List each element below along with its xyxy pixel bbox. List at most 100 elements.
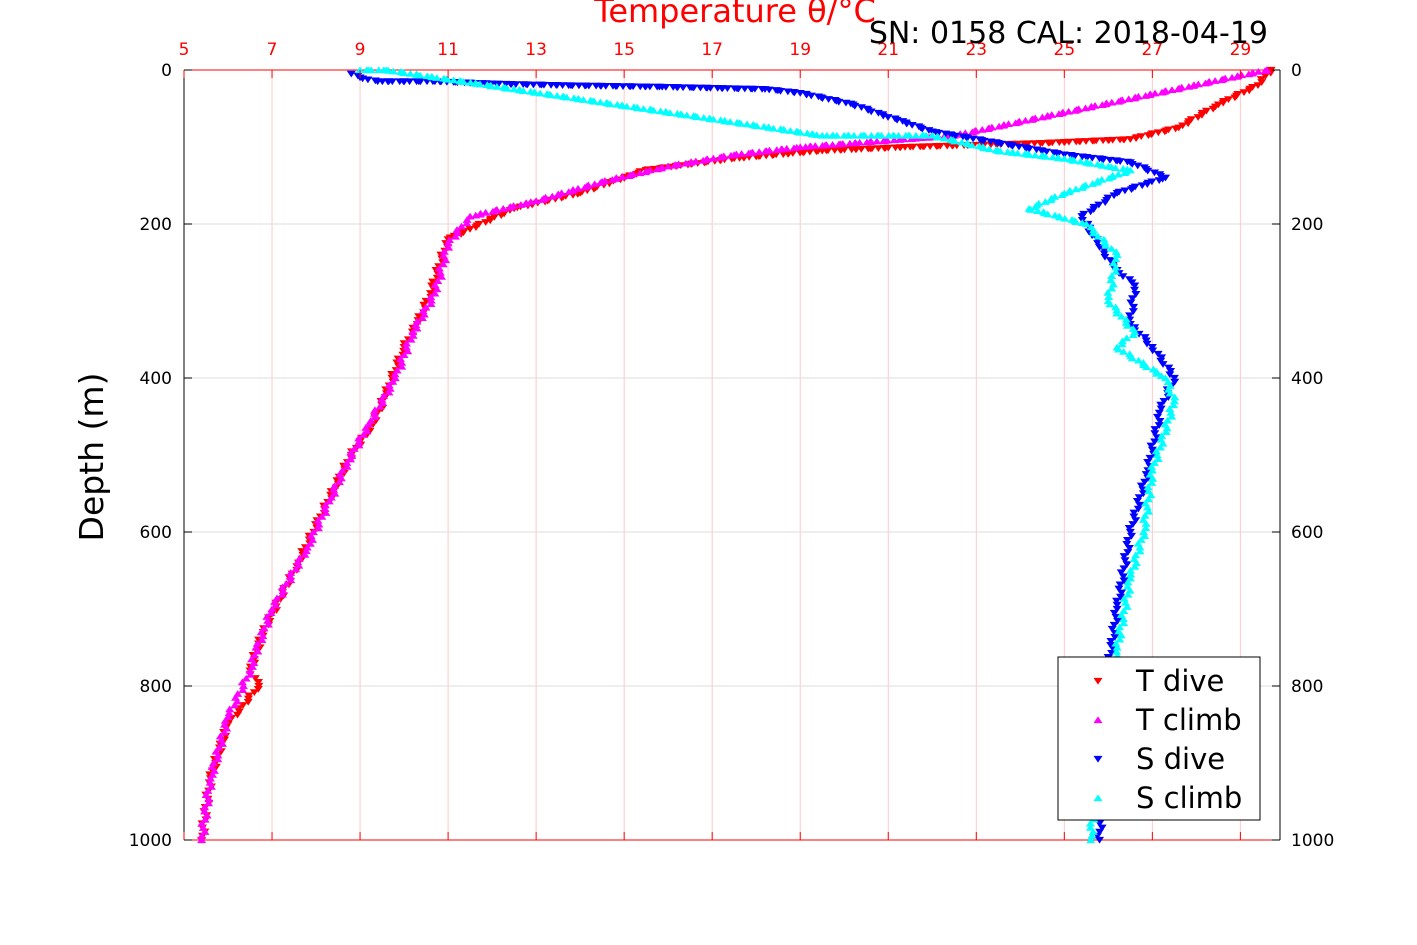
data-point-interp (450, 232, 460, 240)
data-point-interp (270, 598, 280, 605)
data-point-interp (415, 71, 425, 79)
data-point-interp (434, 264, 444, 272)
data-point-interp (1081, 104, 1091, 112)
data-point-interp (1087, 154, 1097, 162)
data-point-interp (1085, 819, 1095, 827)
data-point (1147, 344, 1157, 351)
data-point-interp (1156, 357, 1166, 365)
data-point-interp (317, 513, 327, 520)
data-point-interp (883, 114, 893, 121)
x-tick-label: 29 (1230, 40, 1252, 60)
data-point-interp (649, 106, 659, 114)
data-point-interp (573, 184, 583, 192)
data-point-interp (1131, 517, 1141, 525)
data-point-interp (584, 82, 594, 90)
data-point-interp (346, 455, 356, 463)
data-point-interp (1071, 185, 1081, 193)
data-point (1112, 605, 1122, 613)
data-point-interp (876, 131, 886, 139)
data-point-interp (1129, 303, 1139, 311)
data-point-interp (1154, 409, 1164, 417)
y-tick-label-left: 800 (140, 677, 172, 697)
chart-subtitle: SN: 0158 CAL: 2018-04-19 (869, 16, 1268, 51)
data-point-interp (1135, 501, 1145, 509)
data-point-interp (772, 146, 782, 154)
data-point-interp (281, 580, 291, 587)
data-point (1125, 136, 1135, 143)
data-point-interp (1244, 87, 1254, 95)
data-point-interp (471, 224, 481, 232)
data-point-interp (1111, 647, 1121, 655)
data-point-interp (1155, 417, 1165, 425)
x-tick-label: 9 (355, 40, 366, 60)
data-point-interp (1126, 566, 1136, 574)
data-point (408, 328, 418, 335)
data-point-interp (219, 728, 229, 736)
data-point-interp (607, 176, 617, 183)
data-point-interp (1088, 180, 1098, 187)
data-point-interp (1093, 232, 1103, 240)
data-point-interp (968, 135, 978, 143)
data-point (1156, 405, 1166, 413)
data-point-interp (291, 565, 301, 573)
data-point-interp (1112, 601, 1122, 609)
data-point-interp (1041, 153, 1051, 160)
x-tick-label: 17 (701, 40, 723, 60)
data-point-interp (567, 82, 577, 90)
y-axis-label: Depth (m) (72, 373, 111, 542)
data-point-interp (417, 314, 427, 321)
data-point-interp (1084, 228, 1094, 236)
data-point-interp (262, 613, 272, 620)
y-tick-label-left: 600 (140, 523, 172, 543)
data-point-interp (951, 132, 961, 140)
data-point-interp (354, 434, 364, 442)
data-point-interp (939, 134, 949, 142)
data-point-interp (462, 216, 472, 223)
data-point (324, 497, 334, 505)
data-point-interp (624, 172, 634, 180)
data-point-interp (931, 143, 941, 150)
data-point-interp (995, 147, 1005, 155)
data-point-interp (388, 377, 398, 385)
data-point-interp (789, 144, 799, 152)
data-point-interp (204, 795, 214, 803)
data-point-interp (677, 111, 687, 118)
data-point-interp (633, 104, 643, 112)
data-point-interp (689, 84, 699, 92)
data-point-interp (203, 799, 213, 807)
data-point-interp (1116, 631, 1126, 639)
data-point-interp (263, 616, 273, 624)
data-point-interp (733, 85, 743, 93)
data-point-interp (1109, 609, 1119, 617)
data-point-interp (1153, 455, 1163, 462)
data-point-interp (1148, 347, 1158, 355)
data-point (346, 70, 356, 78)
data-point-interp (1116, 569, 1126, 577)
data-point-interp (562, 93, 572, 101)
data-point-interp (426, 300, 436, 307)
data-point-interp (1141, 520, 1151, 527)
data-point-interp (1030, 151, 1040, 159)
data-point-interp (257, 636, 267, 643)
data-point-interp (1103, 289, 1113, 296)
data-point-interp (253, 647, 263, 655)
data-point (1081, 220, 1091, 228)
data-point-interp (979, 137, 989, 145)
data-point-interp (890, 144, 900, 152)
data-point-interp (213, 751, 223, 759)
data-point-interp (983, 125, 993, 132)
data-point-interp (249, 659, 259, 667)
data-point-interp (406, 335, 416, 343)
data-point-interp (1106, 637, 1116, 645)
data-point-interp (1124, 525, 1134, 532)
data-point-interp (1115, 623, 1125, 631)
data-point-interp (481, 208, 491, 216)
data-point-interp (509, 85, 519, 93)
data-point-interp (1167, 86, 1177, 94)
data-point-interp (384, 388, 394, 396)
data-point-interp (399, 69, 409, 77)
data-point-interp (1128, 308, 1138, 315)
data-point-interp (681, 159, 691, 167)
data-point-interp (1147, 479, 1157, 486)
data-point-interp (736, 119, 746, 127)
